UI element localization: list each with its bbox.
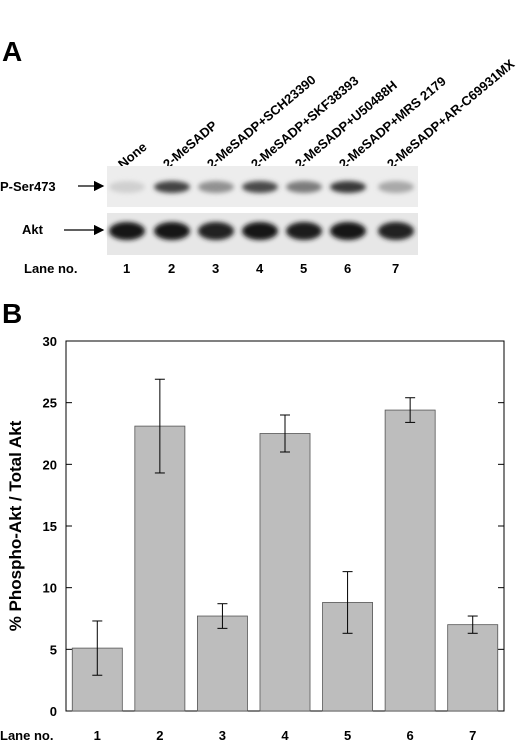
band-akt-lane-3 <box>198 222 234 240</box>
band-pser473-lane-3 <box>198 181 234 193</box>
y-tick-label-5: 5 <box>50 642 57 657</box>
band-akt-lane-5 <box>286 222 322 240</box>
band-pser473-lane-4 <box>242 181 278 193</box>
band-akt-lane-6 <box>330 222 366 240</box>
x-tick-label-2: 2 <box>156 728 163 743</box>
x-tick-label-3: 3 <box>219 728 226 743</box>
y-tick-label-15: 15 <box>43 519 57 534</box>
band-pser473-lane-5 <box>286 181 322 193</box>
bar-lane-2 <box>134 425 186 712</box>
x-axis-label: Lane no. <box>0 728 53 743</box>
blot-lane-number-5: 5 <box>300 261 308 276</box>
x-tick-label-7: 7 <box>469 728 476 743</box>
y-tick-label-0: 0 <box>50 704 57 719</box>
bar-lane-7 <box>447 624 499 712</box>
blot-lane-label: Lane no. <box>24 261 78 276</box>
band-akt-lane-4 <box>242 222 278 240</box>
panel-b-letter: B <box>2 298 23 329</box>
blot-lane-number-3: 3 <box>212 261 220 276</box>
plot-frame <box>65 340 505 712</box>
blot-lane-number-4: 4 <box>256 261 264 276</box>
bar-lane-4 <box>259 433 311 712</box>
blot-label-akt: Akt <box>22 222 43 237</box>
band-akt-lane-7 <box>378 222 414 240</box>
blot-lane-number-7: 7 <box>392 261 400 276</box>
band-akt-lane-1 <box>109 222 145 240</box>
y-axis-label: % Phospho-Akt / Total Akt <box>6 420 25 631</box>
band-pser473-lane-6 <box>330 181 366 193</box>
blot-lane-number-2: 2 <box>168 261 176 276</box>
band-pser473-lane-7 <box>378 181 414 193</box>
y-tick-label-20: 20 <box>43 457 57 472</box>
bar-lane-3 <box>196 615 248 712</box>
blot-label-pser473: P-Ser473 <box>0 179 56 194</box>
y-tick-label-10: 10 <box>43 581 57 596</box>
blot-lane-number-6: 6 <box>344 261 352 276</box>
bar-lane-5 <box>322 602 373 712</box>
y-tick-label-30: 30 <box>43 334 57 349</box>
x-tick-label-5: 5 <box>344 728 351 743</box>
bar-lane-6 <box>384 409 436 712</box>
bar-lane-1 <box>71 647 123 712</box>
western-blot <box>64 166 418 255</box>
y-tick-label-25: 25 <box>43 396 57 411</box>
x-tick-label-6: 6 <box>407 728 414 743</box>
panel-a-letter: A <box>2 36 23 67</box>
band-pser473-lane-1 <box>109 181 145 193</box>
x-tick-label-1: 1 <box>94 728 101 743</box>
band-akt-lane-2 <box>154 222 190 240</box>
blot-lane-number-1: 1 <box>123 261 131 276</box>
x-tick-label-4: 4 <box>281 728 289 743</box>
band-pser473-lane-2 <box>154 181 190 193</box>
